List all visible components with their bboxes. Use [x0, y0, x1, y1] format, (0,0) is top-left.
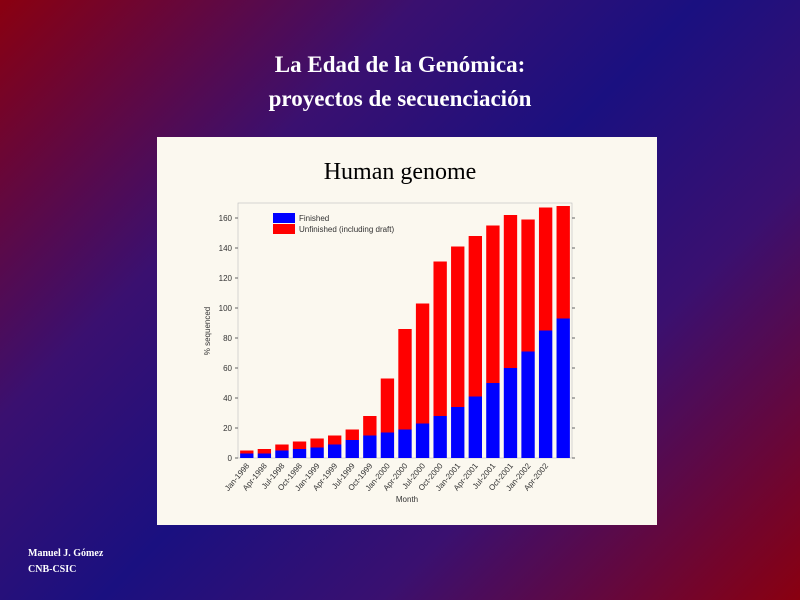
slide-title: proyectos de secuenciación [268, 86, 532, 111]
bar-segment [415, 303, 430, 424]
y-tick-label: 60 [223, 364, 232, 373]
slide-title: La Edad de la Genómica: [274, 52, 526, 77]
bar-segment [398, 429, 412, 458]
y-tick-label: 80 [223, 334, 232, 343]
bar-segment [521, 351, 535, 458]
bar-segment [380, 432, 395, 458]
bar-segment [521, 219, 535, 352]
bar-segment [538, 207, 553, 331]
bar-segment [486, 225, 500, 383]
bar-segment [240, 450, 254, 454]
y-tick-label: 140 [219, 244, 233, 253]
legend-label: Finished [299, 214, 329, 223]
bar-segment [240, 453, 254, 458]
legend-swatch [273, 224, 295, 234]
bar-segment [380, 378, 395, 433]
legend-swatch [273, 213, 295, 223]
chart: Human genome % sequenced Month 0 20 40 60 80… [203, 159, 575, 504]
bar-segment [538, 330, 553, 458]
bar-segment [451, 407, 465, 458]
bar-segment [328, 435, 342, 445]
bar-segment [310, 438, 324, 448]
chart-panel: Human genome % sequenced Month 0 20 40 60 80… [157, 137, 657, 525]
footer: CNB-CSIC [28, 564, 77, 575]
bar-segment [292, 441, 307, 449]
bar-segment [328, 444, 342, 458]
bar-segment [556, 318, 570, 458]
footer: Manuel J. Gómez [28, 548, 104, 559]
y-tick-label: 40 [223, 394, 232, 403]
bar-segment [275, 444, 289, 451]
bar-segment [292, 449, 307, 458]
chart-title: Human genome [324, 159, 477, 185]
x-axis-label: Month [396, 495, 418, 504]
bar-segment [398, 329, 412, 430]
bar-segment [451, 246, 465, 407]
bar-segment [415, 423, 430, 458]
y-axis-label: % sequenced [203, 307, 212, 355]
bar-segment [345, 440, 359, 458]
bar-segment [257, 449, 272, 454]
bar-segment [503, 368, 518, 458]
y-tick-label: 0 [228, 454, 233, 463]
y-tick-label: 100 [219, 304, 233, 313]
bar-segment [363, 435, 377, 458]
bar-segment [363, 416, 377, 436]
y-tick-label: 120 [219, 274, 233, 283]
bar-segment [433, 416, 447, 458]
bar-segment [556, 206, 570, 319]
bar-segment [468, 396, 482, 458]
bar-segment [503, 215, 518, 368]
y-tick-label: 160 [219, 214, 233, 223]
bar-segment [310, 447, 324, 458]
bar-segment [275, 450, 289, 458]
bar-segment [345, 429, 359, 440]
legend-label: Unfinished (including draft) [299, 225, 394, 234]
y-tick-label: 20 [223, 424, 232, 433]
bar-segment [468, 236, 482, 397]
bar-segment [486, 383, 500, 458]
bar-segment [433, 261, 447, 416]
bar-segment [257, 453, 272, 458]
